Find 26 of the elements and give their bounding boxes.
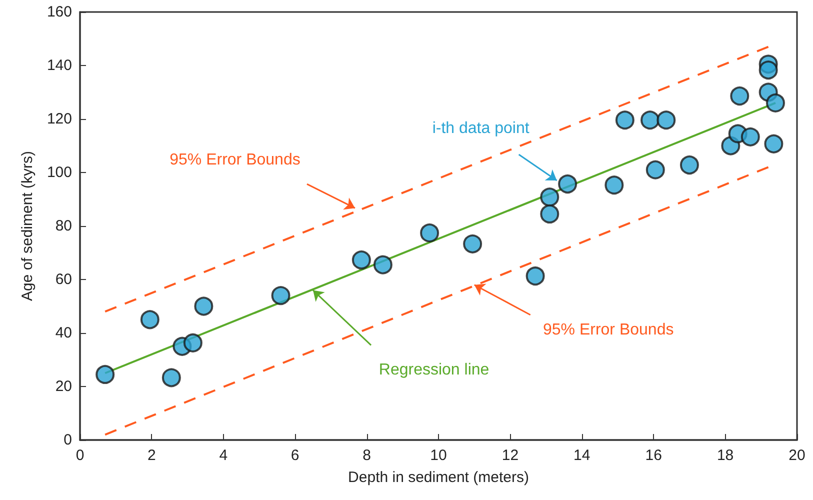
x-tick-label: 2 — [148, 447, 156, 464]
y-axis-title: Age of sediment (kyrs) — [19, 150, 36, 302]
annotation: Regression line — [378, 362, 490, 379]
annotation: 95% Error Bounds — [170, 152, 300, 169]
x-tick-label: 8 — [362, 447, 371, 464]
x-tick-label: 12 — [502, 447, 519, 464]
x-axis-title: Depth in sediment (meters) — [348, 469, 529, 486]
y-tick-label: 120 — [46, 110, 72, 128]
y-tick-label: 100 — [46, 164, 72, 181]
y-tick-label: 140 — [46, 57, 72, 74]
x-tick-label: 20 — [788, 447, 806, 464]
x-tick-label: 10 — [430, 447, 447, 464]
y-tick-label: 80 — [55, 218, 72, 234]
y-tick-label: 0 — [64, 432, 72, 448]
annotation: 95% Error Bounds — [542, 321, 674, 338]
x-tick-label: 6 — [290, 447, 300, 464]
y-tick-label: 20 — [55, 378, 72, 395]
annotation: i-th data point — [432, 120, 530, 138]
y-tick-label: 160 — [46, 4, 72, 20]
y-tick-label: 40 — [55, 324, 72, 342]
x-tick-label: 16 — [645, 447, 662, 464]
x-tick-label: 14 — [574, 447, 590, 464]
x-tick-label: 4 — [219, 447, 228, 464]
x-tick-label: 0 — [76, 447, 84, 464]
y-tick-label: 60 — [55, 271, 72, 288]
x-tick-label: 18 — [716, 447, 734, 464]
